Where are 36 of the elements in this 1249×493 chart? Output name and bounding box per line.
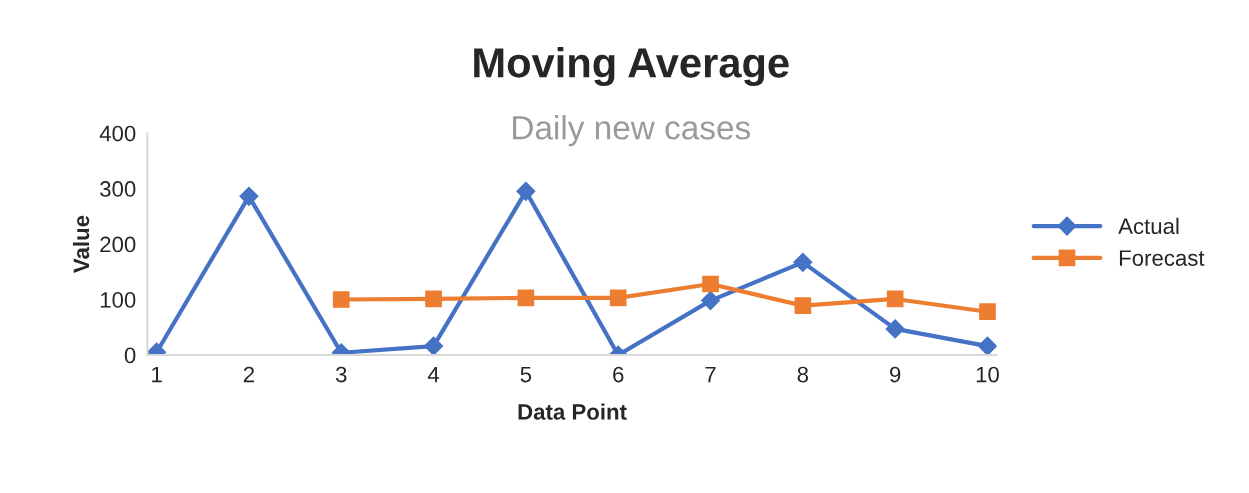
x-tick-label: 6 — [613, 366, 624, 383]
y-tick-label: 400 — [99, 125, 136, 142]
point — [979, 303, 996, 321]
x-tick-label: 3 — [335, 366, 347, 383]
legend-label: Actual — [1118, 217, 1179, 235]
x-tick-label: 8 — [797, 366, 809, 383]
point — [609, 289, 627, 307]
point — [516, 181, 536, 201]
x-tick-label: 9 — [890, 366, 901, 383]
point — [424, 336, 444, 355]
point — [700, 291, 721, 311]
x-tick-label: 7 — [705, 366, 716, 383]
point — [239, 186, 259, 206]
chart-title: Moving Average — [474, 47, 789, 87]
y-tick-label: 100 — [100, 292, 136, 308]
x-tick-label: 10 — [976, 366, 999, 383]
y-tick-label: 0 — [124, 347, 136, 364]
x-tick-label: 1 — [152, 366, 162, 383]
x-axis-title: Data Point — [518, 403, 627, 420]
point — [793, 252, 813, 272]
point — [977, 336, 997, 355]
point — [885, 319, 905, 339]
point — [332, 291, 350, 308]
point — [517, 289, 535, 307]
x-tick-label: 4 — [427, 366, 440, 383]
y-tick-label: 200 — [100, 236, 136, 253]
point — [886, 290, 904, 308]
x-tick-label: 5 — [520, 366, 532, 383]
y-tick-label: 300 — [100, 181, 136, 197]
legend-label: Forecast — [1119, 250, 1205, 266]
chart-subtitle: Daily new cases — [513, 115, 750, 147]
point — [425, 290, 442, 308]
point — [794, 297, 812, 314]
x-tick-label: 2 — [243, 366, 254, 383]
y-axis-title: Value — [72, 215, 90, 273]
point — [702, 275, 719, 293]
